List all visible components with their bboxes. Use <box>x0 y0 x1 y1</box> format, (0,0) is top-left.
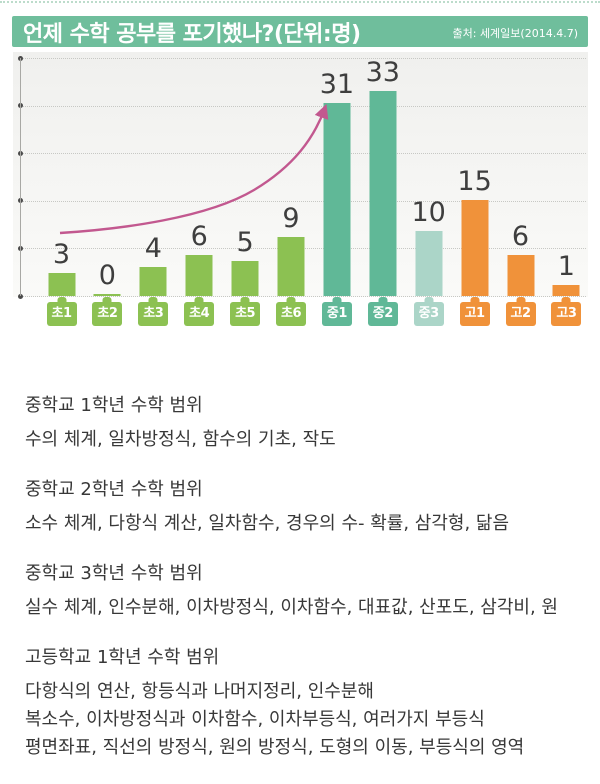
category-tag: 초5 <box>230 297 261 326</box>
bar-value-label: 4 <box>144 232 162 264</box>
axis-tick-dot <box>18 293 23 299</box>
bar-chart: 3 초1 0 초2 4 초3 6 초4 5 초5 9 초6 31 중1 33 중2 10 중3 15 고1 6 고2 1 고3 <box>12 50 588 340</box>
category-tag: 중3 <box>413 297 444 326</box>
top-border-line <box>0 1 600 3</box>
bar <box>139 266 167 296</box>
category-tag: 초6 <box>276 297 306 326</box>
category-tag: 초2 <box>92 297 123 326</box>
curriculum-text: 중학교 1학년 수학 범위 수의 체계, 일차방정식, 함수의 기초, 작도 중학교… <box>25 392 580 784</box>
category-tag: 중2 <box>367 297 398 326</box>
bar-value-label: 9 <box>282 202 300 234</box>
category-tag-label: 초1 <box>51 306 72 321</box>
tag-notch <box>102 297 112 304</box>
category-tag: 초4 <box>184 297 215 326</box>
title-bar: 언제 수학 공부를 포기했나?(단위:명) 출처: 세계일보(2014.4.7) <box>12 16 588 47</box>
bar <box>231 260 259 296</box>
bar-value-label: 1 <box>557 250 575 282</box>
y-axis-line <box>20 58 21 296</box>
source-credit: 출처: 세계일보(2014.4.7) <box>452 27 579 40</box>
bar-value-label: 6 <box>511 220 530 252</box>
bar-group-고2: 6 고2 <box>498 50 544 340</box>
category-tag: 초1 <box>46 297 77 326</box>
bar <box>277 236 305 296</box>
category-tag-label: 고3 <box>556 306 577 321</box>
section-line: 평면좌표, 직선의 방정식, 원의 방정식, 도형의 이동, 부등식의 영역 <box>25 737 525 758</box>
tag-notch <box>240 297 250 304</box>
bar-value-label: 15 <box>457 166 492 198</box>
gridline <box>20 58 586 59</box>
bar-group-초6: 9 초6 <box>268 50 314 340</box>
tag-notch <box>470 297 480 304</box>
bar <box>461 200 489 296</box>
bar <box>93 293 121 296</box>
gridline <box>20 105 586 107</box>
tag-notch <box>424 297 434 304</box>
bar-group-중1: 31 중1 <box>314 50 360 340</box>
bar-value-label: 3 <box>52 238 71 270</box>
bar-group-중3: 10 중3 <box>406 50 452 340</box>
category-tag-label: 중2 <box>372 306 394 321</box>
bar <box>415 230 443 296</box>
category-tag: 고3 <box>551 297 582 326</box>
bar <box>507 254 534 296</box>
bar-value-label: 31 <box>319 69 355 101</box>
category-tag-label: 중1 <box>326 306 348 321</box>
bar-value-label: 10 <box>411 196 446 228</box>
section-header: 고등학교 1학년 수학 범위 <box>25 647 220 668</box>
tag-notch <box>194 297 204 304</box>
section-header: 중학교 3학년 수학 범위 <box>25 563 203 584</box>
gridline <box>20 296 586 297</box>
category-tag-label: 초5 <box>235 306 256 321</box>
category-tag: 고2 <box>505 297 536 326</box>
bar-value-label: 33 <box>365 57 400 89</box>
bar-group-초4: 6 초4 <box>176 50 222 340</box>
category-tag-label: 중3 <box>418 306 440 321</box>
category-tag: 고1 <box>459 297 490 326</box>
bar-group-고3: 1 고3 <box>543 50 589 340</box>
section-header: 중학교 2학년 수학 범위 <box>25 479 203 500</box>
section-line: 복소수, 이차방정식과 이차함수, 이차부등식, 여러가지 부등식 <box>25 709 485 730</box>
section-line: 다항식의 연산, 항등식과 나머지정리, 인수분해 <box>25 681 374 702</box>
bar <box>369 91 397 296</box>
category-tag-label: 초2 <box>97 306 118 321</box>
section-line: 소수 체계, 다항식 계산, 일차함수, 경우의 수- 확률, 삼각형, 닮음 <box>25 513 510 534</box>
tag-notch <box>148 297 158 304</box>
bar-group-초2: 0 초2 <box>84 50 130 340</box>
tag-notch <box>57 297 66 304</box>
category-tag: 초3 <box>138 297 169 326</box>
page-title: 언제 수학 공부를 포기했나?(단위:명) <box>23 21 361 47</box>
tag-notch <box>516 297 525 304</box>
tag-notch <box>561 297 571 304</box>
section-line: 실수 체계, 인수분해, 이차방정식, 이차함수, 대표값, 산포도, 삼각비,… <box>25 597 558 618</box>
category-tag-label: 초3 <box>143 306 164 321</box>
bar <box>48 272 75 296</box>
bar-group-초5: 5 초5 <box>222 50 268 340</box>
category-tag-label: 초6 <box>280 306 302 321</box>
bar-group-초3: 4 초3 <box>130 50 176 340</box>
tag-notch <box>378 297 388 304</box>
section-header: 중학교 1학년 수학 범위 <box>25 395 203 416</box>
category-tag-label: 초4 <box>189 306 210 321</box>
bar-value-label: 0 <box>98 259 116 291</box>
bar-group-고1: 15 고1 <box>452 50 498 340</box>
tag-notch <box>286 297 296 304</box>
bar-value-label: 6 <box>190 220 208 252</box>
bar <box>323 103 351 296</box>
bar <box>552 284 580 296</box>
category-tag-label: 고2 <box>510 306 531 321</box>
category-tag-label: 고1 <box>464 306 486 321</box>
bar-value-label: 5 <box>236 226 254 258</box>
bar-group-초1: 3 초1 <box>39 50 85 340</box>
bar-group-중2: 33 중2 <box>360 50 406 340</box>
bar <box>185 254 213 296</box>
tag-notch <box>332 297 342 304</box>
section-line: 수의 체계, 일차방정식, 함수의 기초, 작도 <box>25 429 336 450</box>
category-tag: 중1 <box>321 297 352 326</box>
